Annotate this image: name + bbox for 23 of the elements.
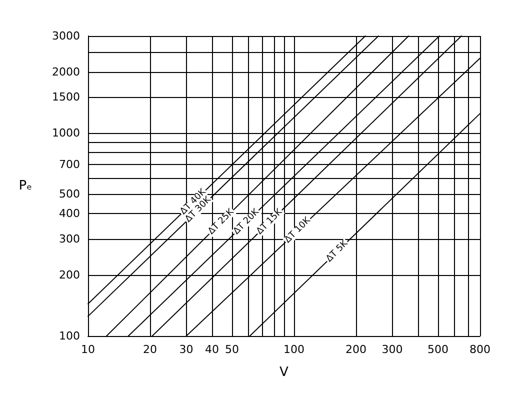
y-axis-title: Pₑ [18, 178, 32, 194]
x-tick-label: 40 [205, 343, 220, 356]
y-tick-label: 200 [59, 268, 80, 282]
x-tick-label: 300 [382, 343, 403, 356]
x-tick-label: 200 [345, 343, 366, 356]
x-axis-title: V [280, 365, 289, 380]
x-tick-label: 10 [81, 343, 95, 356]
y-tick-label: 400 [59, 207, 80, 220]
y-tick-label: 1000 [52, 126, 80, 140]
x-tick-label: 30 [179, 343, 194, 356]
y-tick-label: 100 [59, 330, 80, 342]
x-tick-label: 20 [143, 343, 158, 356]
y-tick-label: 1500 [52, 90, 80, 104]
x-tick-label: 100 [283, 343, 304, 356]
y-tick-label: 2000 [52, 65, 80, 78]
x-tick-label: 50 [224, 343, 239, 356]
y-tick-label: 700 [59, 158, 80, 171]
x-tick-label: 500 [427, 343, 448, 356]
y-tick-label: 3000 [52, 30, 80, 42]
y-tick-label: 500 [59, 188, 80, 201]
text: ΔT 5K [324, 238, 351, 264]
y-tick-label: 300 [59, 232, 80, 246]
x-tick-label: 800 [470, 343, 490, 356]
